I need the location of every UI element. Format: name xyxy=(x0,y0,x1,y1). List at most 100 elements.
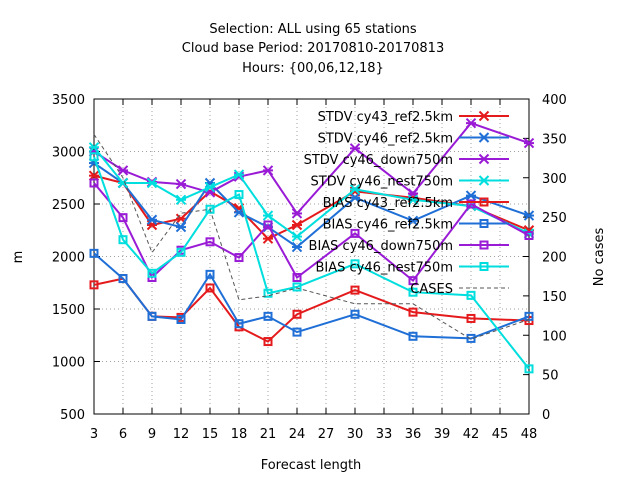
data-point xyxy=(263,220,273,230)
data-point xyxy=(118,274,128,284)
data-point xyxy=(234,190,244,200)
data-point xyxy=(408,276,418,286)
legend-label: STDV cy43_ref2.5km xyxy=(318,110,453,125)
data-point xyxy=(524,231,534,240)
data-point xyxy=(524,364,534,374)
y-axis-label: m xyxy=(11,251,26,264)
data-point xyxy=(408,331,418,341)
y-tick-label: 1000 xyxy=(52,356,85,371)
legend-label: BIAS cy46_ref2.5km xyxy=(323,218,453,233)
y2-tick-label: 0 xyxy=(542,408,550,423)
data-point xyxy=(89,152,99,162)
data-point xyxy=(292,273,302,282)
y2-axis-label: No cases xyxy=(592,228,607,287)
y-tick-label: 2000 xyxy=(52,251,85,266)
x-tick-label: 15 xyxy=(202,427,219,442)
legend-marker xyxy=(479,219,489,228)
data-point xyxy=(408,307,418,317)
data-point xyxy=(147,268,157,278)
x-tick-label: 27 xyxy=(318,427,335,442)
y2-axis-ticks: 0 50 100 150 200 250 300 350 400 xyxy=(523,93,567,423)
x-tick-label: 30 xyxy=(347,427,364,442)
legend-label: STDV cy46_ref2.5km xyxy=(318,132,453,147)
x-axis-label: Forecast length xyxy=(261,458,362,473)
data-point xyxy=(292,309,302,319)
y2-tick-label: 150 xyxy=(542,290,567,305)
data-point xyxy=(176,247,186,257)
x-tick-label: 3 xyxy=(90,427,98,442)
legend-label: BIAS cy46_down750m xyxy=(309,239,453,254)
legend-marker xyxy=(479,262,489,271)
series-line xyxy=(93,174,530,240)
x-tick-label: 9 xyxy=(148,427,156,442)
data-point xyxy=(176,315,186,324)
x-tick-label: 36 xyxy=(405,427,422,442)
data-point xyxy=(205,283,215,293)
title-line-1: Selection: ALL using 65 stations xyxy=(209,22,417,37)
data-point xyxy=(205,204,215,214)
series-8 xyxy=(93,134,530,340)
data-point xyxy=(350,228,360,238)
y2-tick-label: 100 xyxy=(542,329,567,344)
y2-tick-label: 400 xyxy=(542,93,567,108)
data-point xyxy=(408,287,418,297)
x-tick-label: 48 xyxy=(521,427,538,442)
data-point xyxy=(205,269,215,279)
legend-label: BIAS cy43_ref2.5km xyxy=(323,196,453,211)
series-line xyxy=(93,252,530,340)
y-tick-label: 1500 xyxy=(52,303,85,318)
y-tick-label: 3500 xyxy=(52,93,85,108)
data-point xyxy=(89,178,99,188)
series-line xyxy=(93,121,530,216)
x-tick-label: 45 xyxy=(492,427,509,442)
y2-tick-label: 250 xyxy=(542,211,567,226)
data-point xyxy=(234,253,244,263)
series-3 xyxy=(88,142,535,242)
title-line-2: Cloud base Period: 20170810-20170813 xyxy=(182,41,444,56)
series-line xyxy=(93,156,530,370)
data-point xyxy=(263,288,273,298)
y2-tick-label: 200 xyxy=(542,251,567,266)
data-point xyxy=(205,237,215,247)
x-tick-label: 24 xyxy=(289,427,306,442)
data-point xyxy=(292,327,302,337)
data-point xyxy=(118,213,128,223)
x-tick-label: 6 xyxy=(119,427,127,442)
series-7 xyxy=(89,152,534,374)
legend-label: BIAS cy46_nest750m xyxy=(316,261,454,276)
series-5 xyxy=(89,248,534,343)
series-1 xyxy=(88,157,535,253)
x-tick-label: 33 xyxy=(376,427,393,442)
series-line xyxy=(93,277,530,343)
data-point xyxy=(292,282,302,292)
data-point xyxy=(466,290,476,300)
data-point xyxy=(147,311,157,321)
y-axis-ticks: 500 1000 1500 2000 2500 3000 3500 xyxy=(52,93,100,423)
title-line-3: Hours: {00,06,12,18} xyxy=(242,61,384,76)
data-point xyxy=(89,280,99,290)
x-tick-label: 39 xyxy=(434,427,451,442)
data-point xyxy=(234,319,244,329)
data-point xyxy=(89,248,99,258)
data-point xyxy=(466,313,476,323)
y2-tick-label: 50 xyxy=(542,369,559,384)
legend-marker xyxy=(479,240,489,250)
legend-marker xyxy=(479,197,489,207)
legend-label: CASES xyxy=(410,282,453,297)
y2-tick-label: 300 xyxy=(542,172,567,187)
legend-label: STDV cy46_down750m xyxy=(304,153,453,168)
plot-frame xyxy=(93,98,530,415)
series-4 xyxy=(89,274,534,347)
series-line xyxy=(93,134,530,340)
x-axis-ticks: 3 6 9 12 15 18 21 24 27 30 33 36 39 42 45 48 xyxy=(90,99,537,442)
y2-tick-label: 350 xyxy=(542,132,567,147)
gridlines xyxy=(93,98,530,415)
y-tick-label: 3000 xyxy=(52,146,85,161)
data-point xyxy=(350,259,360,269)
series-group xyxy=(88,117,535,374)
data-point xyxy=(263,311,273,321)
legend: STDV cy43_ref2.5km STDV cy46_ref2.5km STDV… xyxy=(304,110,509,297)
y-tick-label: 2500 xyxy=(52,198,85,213)
x-tick-label: 42 xyxy=(463,427,480,442)
